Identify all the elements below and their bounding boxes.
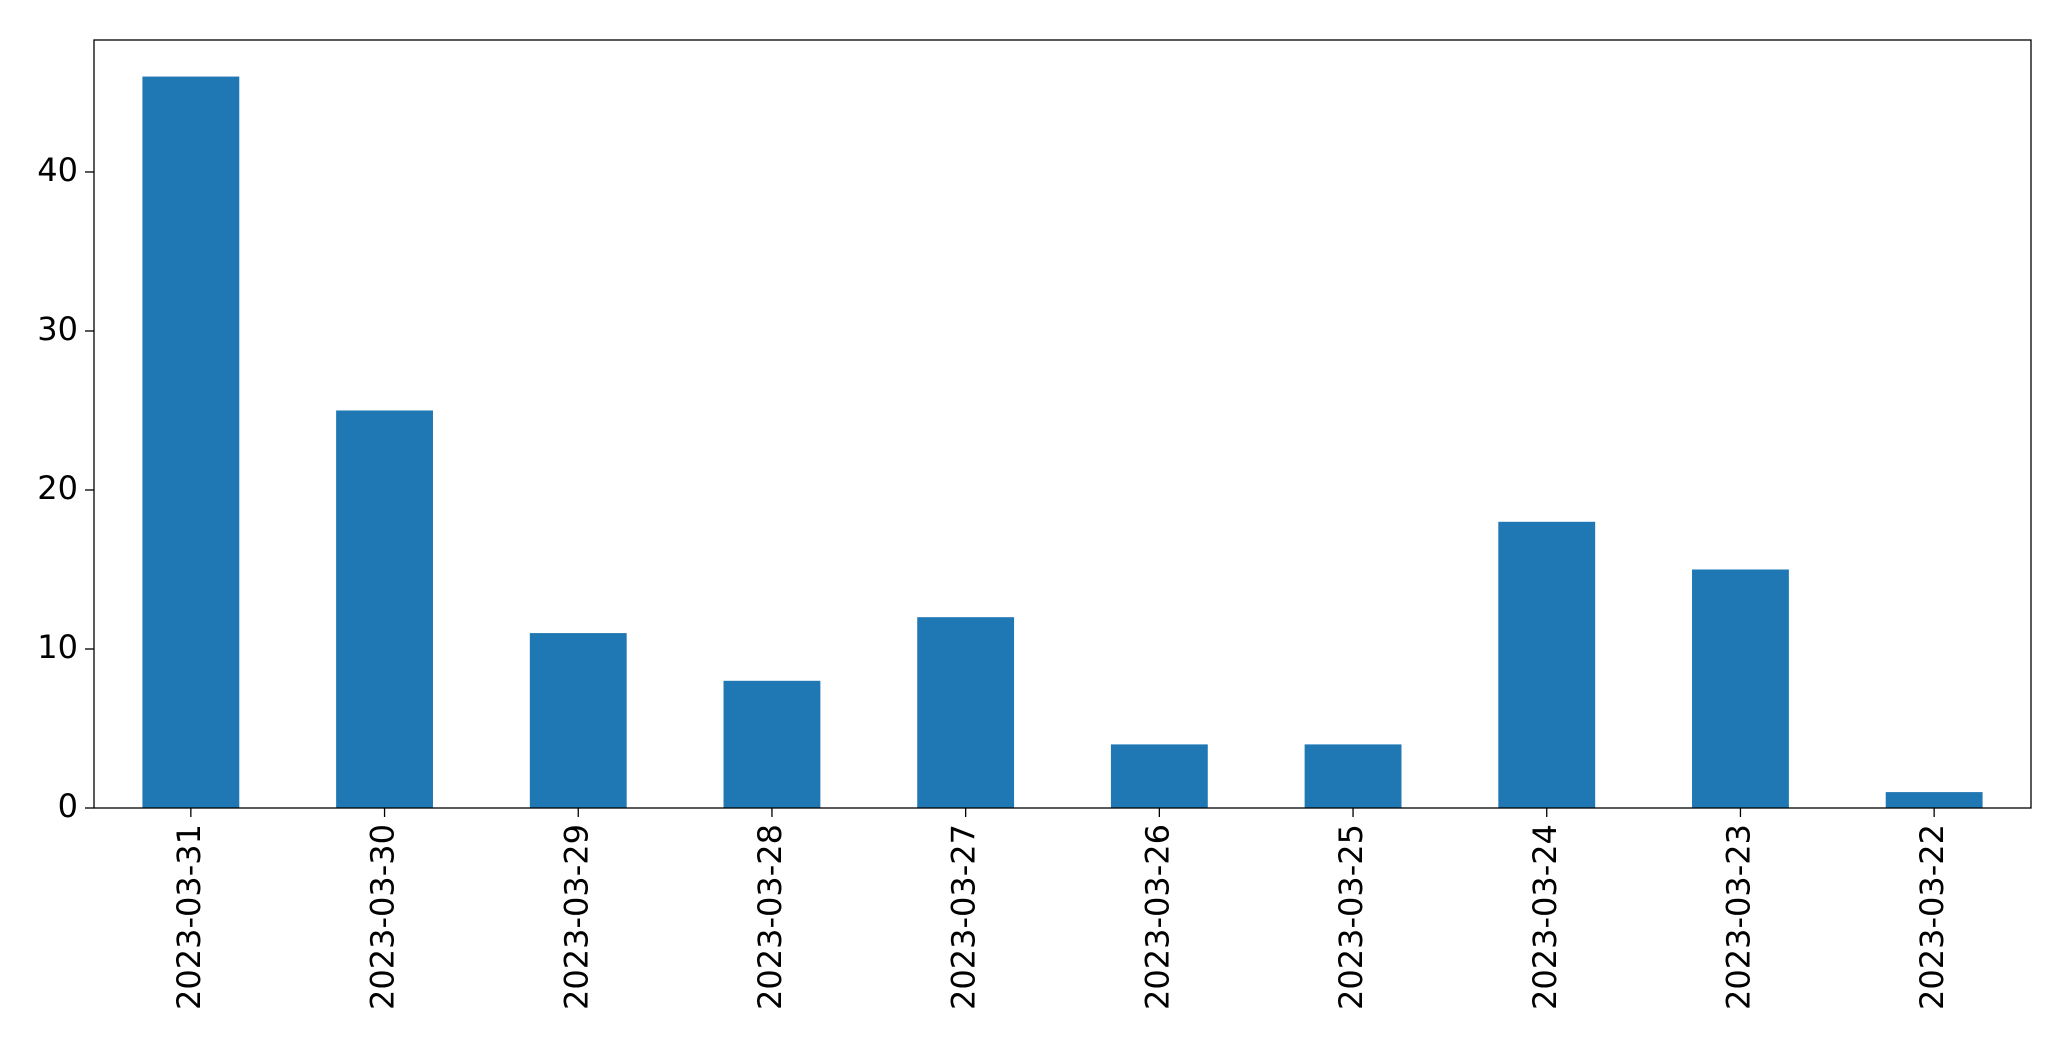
x-tick-label: 2023-03-31 <box>170 824 208 1010</box>
y-tick-label: 20 <box>37 469 78 507</box>
bar <box>917 617 1015 808</box>
x-tick-label: 2023-03-27 <box>945 824 983 1010</box>
x-tick-label: 2023-03-26 <box>1138 824 1176 1010</box>
y-tick-label: 40 <box>37 151 78 189</box>
bar <box>1304 744 1402 808</box>
x-tick-label: 2023-03-30 <box>364 824 402 1010</box>
y-tick-label: 0 <box>58 787 78 825</box>
x-tick-label: 2023-03-22 <box>1913 824 1951 1010</box>
y-tick-label: 10 <box>37 628 78 666</box>
bar <box>336 410 433 808</box>
bar <box>142 76 240 809</box>
plot-frame <box>93 39 2032 809</box>
x-tick-label: 2023-03-24 <box>1526 824 1564 1010</box>
bar <box>1498 521 1596 808</box>
x-tick-label: 2023-03-25 <box>1332 824 1370 1010</box>
bar <box>723 680 821 808</box>
x-tick-label: 2023-03-28 <box>751 824 789 1010</box>
x-tick-label: 2023-03-29 <box>557 824 595 1010</box>
bar <box>1110 744 1208 808</box>
x-tick-label: 2023-03-23 <box>1719 824 1757 1010</box>
bar <box>1692 569 1789 808</box>
y-tick-label: 30 <box>37 310 78 348</box>
bar <box>1885 792 1983 808</box>
bar <box>529 633 627 808</box>
